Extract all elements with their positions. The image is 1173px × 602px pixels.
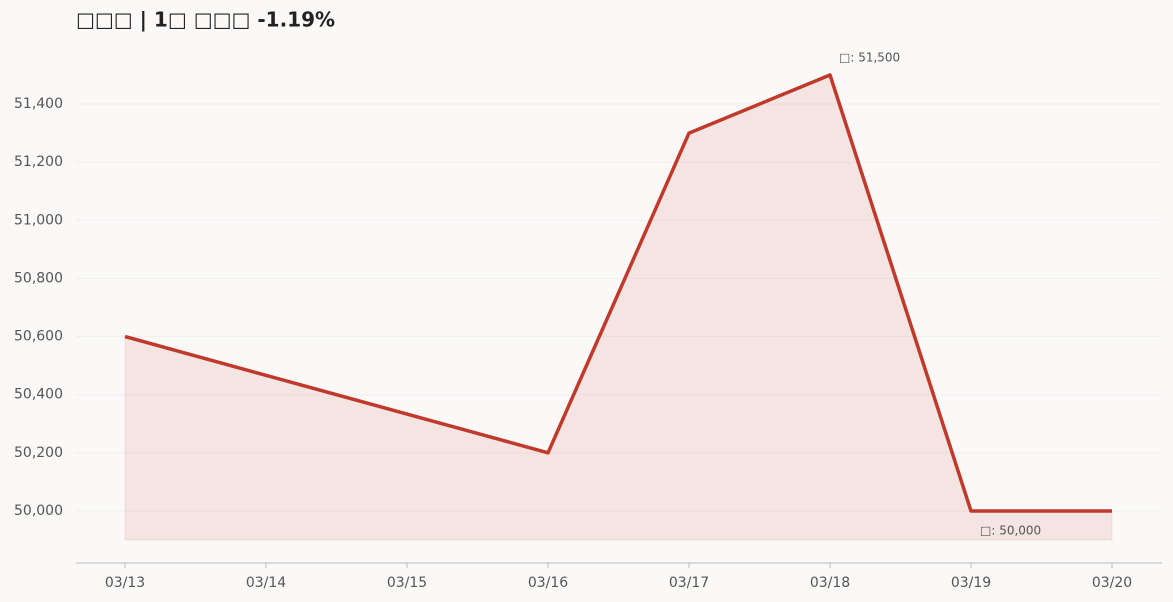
annotation: □: 50,000: [980, 523, 1041, 537]
x-tick-label: 03/20: [1092, 575, 1132, 591]
chart-title: □□□ | 1□ □□□ -1.19%: [76, 8, 335, 32]
y-tick-label: 50,200: [14, 445, 63, 461]
x-tick-label: 03/13: [105, 575, 145, 591]
y-tick-label: 51,200: [14, 154, 63, 170]
y-tick-label: 50,400: [14, 387, 63, 403]
x-tick-label: 03/16: [528, 575, 568, 591]
y-tick-label: 51,400: [14, 96, 63, 112]
x-tick-label: 03/14: [246, 575, 286, 591]
y-tick-label: 51,000: [14, 212, 63, 228]
y-tick-label: 50,800: [14, 270, 63, 286]
y-tick-label: 50,000: [14, 503, 63, 519]
x-tick-label: 03/19: [951, 575, 991, 591]
x-tick-label: 03/15: [387, 575, 427, 591]
x-tick-label: 03/17: [669, 575, 709, 591]
line: [124, 73, 1112, 513]
area: [124, 74, 1113, 541]
annotation: □: 51,500: [839, 50, 900, 64]
y-tick-label: 50,600: [14, 329, 63, 345]
x-tick-label: 03/18: [810, 575, 850, 591]
